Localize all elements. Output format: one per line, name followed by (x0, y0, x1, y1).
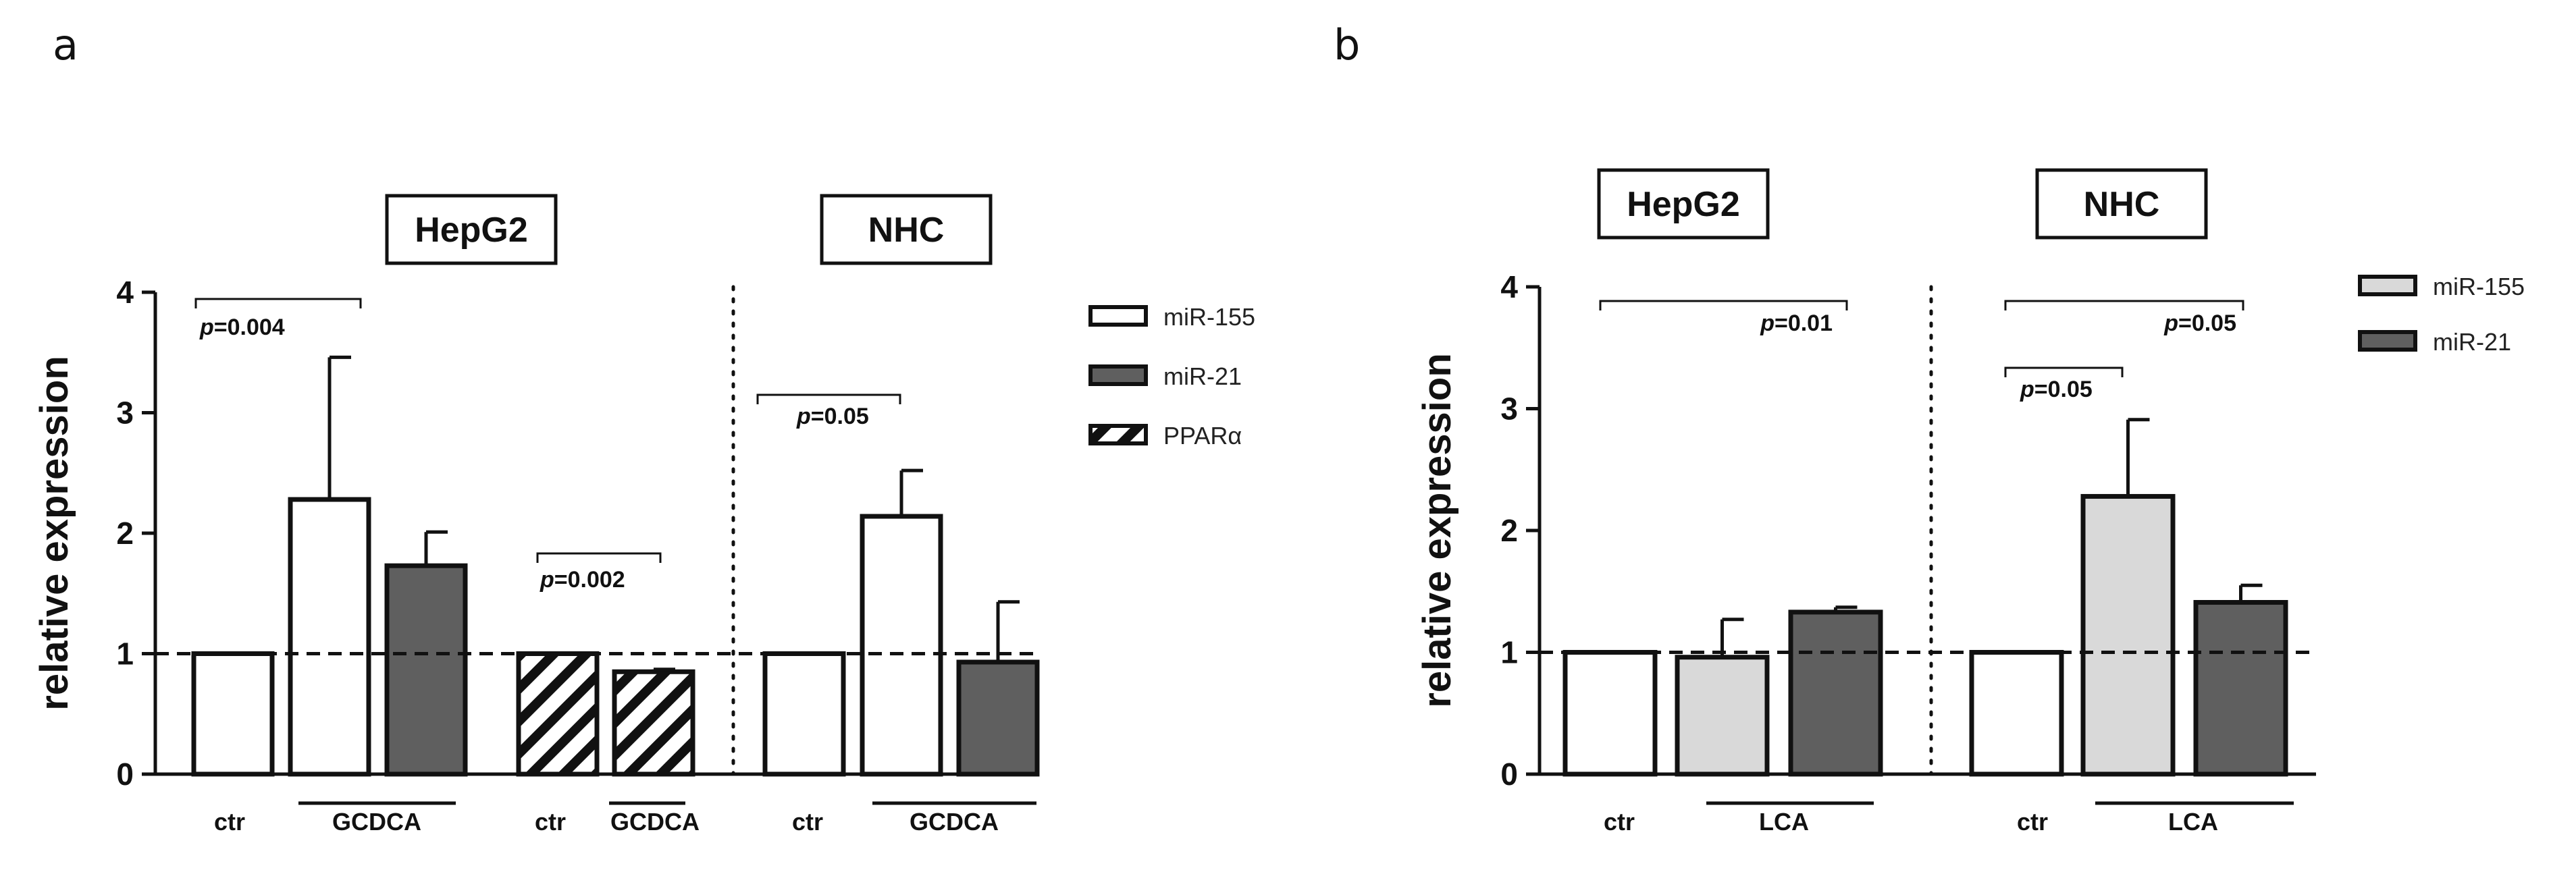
p-value-label: p=0.05 (796, 404, 869, 429)
y-tick-label: 4 (1500, 269, 1518, 304)
p-value-label: p=0.004 (199, 315, 285, 340)
cell-hepg2-box (385, 194, 558, 265)
legend-swatch-miR-155 (1088, 305, 1148, 327)
panel-letter-b: b (1334, 20, 1360, 70)
cell-hepg2-box (1597, 168, 1770, 240)
y-tick-label: 0 (116, 757, 134, 792)
significance-bracket (2004, 300, 2244, 310)
bar-ctr-miR-155 (1562, 650, 1658, 777)
y-tick-label: 2 (1500, 513, 1518, 548)
bar-GCDCA-PPARα (612, 669, 695, 777)
legend-label: PPARα (1163, 422, 1242, 449)
bar-GCDCA-miR-155 (288, 497, 371, 777)
cell-nhc-box (2035, 168, 2208, 240)
bar-GCDCA-miR-21 (956, 659, 1040, 777)
bar-LCA-miR-155 (2080, 493, 2176, 777)
legend-label: miR-21 (2433, 328, 2511, 356)
bar-GCDCA-miR-155 (860, 514, 943, 777)
panel-letter-a: a (53, 20, 78, 70)
category-label: LCA (2168, 808, 2218, 836)
significance-bracket (756, 393, 901, 404)
category-label: ctr (535, 808, 566, 836)
bar-LCA-miR-21 (1788, 609, 1883, 777)
cell-hepg2-label: HepG2 (415, 211, 528, 250)
significance-bracket (536, 552, 662, 563)
y-tick-label: 1 (116, 636, 134, 672)
legend-label: miR-155 (1163, 303, 1255, 331)
significance-bracket (2004, 366, 2124, 377)
cell-nhc-box (820, 194, 993, 265)
y-tick-label: 1 (1500, 635, 1518, 670)
y-axis-label: relative expression (32, 356, 76, 711)
p-value-label: p=0.05 (2020, 377, 2093, 402)
y-tick-label: 2 (116, 516, 134, 551)
category-label: ctr (2017, 808, 2048, 836)
bar-ctr-miR-155 (762, 651, 846, 777)
bar-ctr-miR-155 (1969, 650, 2064, 777)
bar-ctr-PPARα (516, 651, 600, 777)
legend-label: miR-155 (2433, 273, 2525, 300)
y-tick-label: 3 (116, 396, 134, 431)
category-label: ctr (1604, 808, 1635, 836)
p-value-label: p=0.002 (540, 567, 625, 593)
cell-nhc-label: NHC (868, 211, 945, 250)
legend-label: miR-21 (1163, 362, 1242, 390)
category-label: GCDCA (332, 808, 421, 836)
bar-LCA-miR-155 (1675, 655, 1770, 777)
category-label: ctr (214, 808, 245, 836)
y-tick-label: 3 (1500, 391, 1518, 427)
cell-nhc-label: NHC (2084, 185, 2160, 224)
y-tick-label: 0 (1500, 757, 1518, 792)
y-axis-label: relative expression (1415, 353, 1459, 708)
p-value-label: p=0.05 (2163, 310, 2236, 336)
category-label: LCA (1759, 808, 1809, 836)
bar-LCA-miR-21 (2193, 599, 2288, 777)
y-tick-label: 4 (116, 275, 134, 310)
cell-hepg2-label: HepG2 (1627, 185, 1740, 224)
legend-swatch-PPARα (1088, 424, 1148, 445)
bar-GCDCA-miR-21 (384, 563, 468, 777)
legend-swatch-miR-21 (2358, 330, 2417, 352)
p-value-label: p=0.01 (1760, 310, 1833, 336)
significance-bracket (1599, 300, 1848, 310)
category-label: ctr (792, 808, 823, 836)
legend-swatch-miR-21 (1088, 364, 1148, 386)
bar-ctr-miR-155 (191, 651, 275, 777)
legend-swatch-miR-155 (2358, 275, 2417, 296)
significance-bracket (194, 298, 362, 308)
category-label: GCDCA (910, 808, 999, 836)
category-label: GCDCA (610, 808, 700, 836)
